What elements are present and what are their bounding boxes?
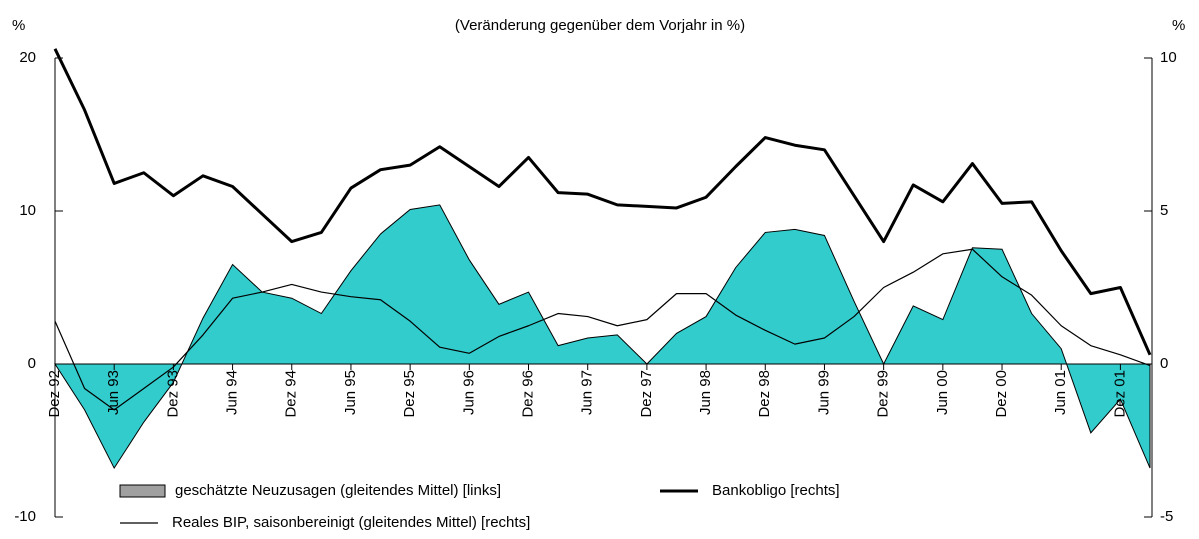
legend-label: geschätzte Neuzusagen (gleitendes Mittel… — [175, 482, 501, 499]
x-tick-label: Jun 00 — [934, 370, 951, 415]
y2-tick-label: 10 — [1160, 49, 1177, 66]
y-tick-label: 0 — [28, 355, 36, 372]
chart-title: (Veränderung gegenüber dem Vorjahr in %) — [455, 17, 745, 34]
x-tick-label: Jun 01 — [1052, 370, 1069, 415]
legend-label: Reales BIP, saisonbereinigt (gleitendes … — [172, 514, 530, 531]
x-tick-label: Dez 01 — [1111, 370, 1128, 418]
x-tick-label: Dez 00 — [993, 370, 1010, 418]
x-tick-label: Dez 98 — [756, 370, 773, 418]
y-axis-label: % — [12, 17, 25, 34]
x-tick-label: Jun 97 — [579, 370, 596, 415]
x-tick-label: Dez 99 — [875, 370, 892, 418]
y2-axis-label: % — [1172, 17, 1185, 34]
x-tick-label: Dez 94 — [283, 370, 300, 418]
y-tick-label: 10 — [19, 202, 36, 219]
x-tick-label: Jun 95 — [342, 370, 359, 415]
y2-tick-label: -5 — [1160, 508, 1173, 525]
x-tick-label: Jun 99 — [815, 370, 832, 415]
x-tick-label: Jun 98 — [697, 370, 714, 415]
x-tick-label: Dez 93 — [164, 370, 181, 418]
y-tick-label: -10 — [14, 508, 36, 525]
line — [54, 248, 1151, 411]
x-tick-label: Dez 97 — [638, 370, 655, 418]
y-tick-label: 20 — [19, 49, 36, 66]
y2-tick-label: 5 — [1160, 202, 1168, 219]
x-tick-label: Dez 96 — [519, 370, 536, 418]
area — [54, 204, 1151, 470]
x-tick-label: Dez 92 — [46, 370, 63, 418]
x-tick-label: Dez 95 — [401, 370, 418, 418]
legend-swatch — [119, 484, 166, 498]
x-tick-label: Jun 94 — [224, 370, 241, 415]
x-tick-label: Jun 96 — [460, 370, 477, 415]
x-tick-label: Jun 93 — [105, 370, 122, 415]
line — [53, 48, 1152, 356]
y2-tick-label: 0 — [1160, 355, 1168, 372]
legend-label: Bankobligo [rechts] — [712, 482, 840, 499]
